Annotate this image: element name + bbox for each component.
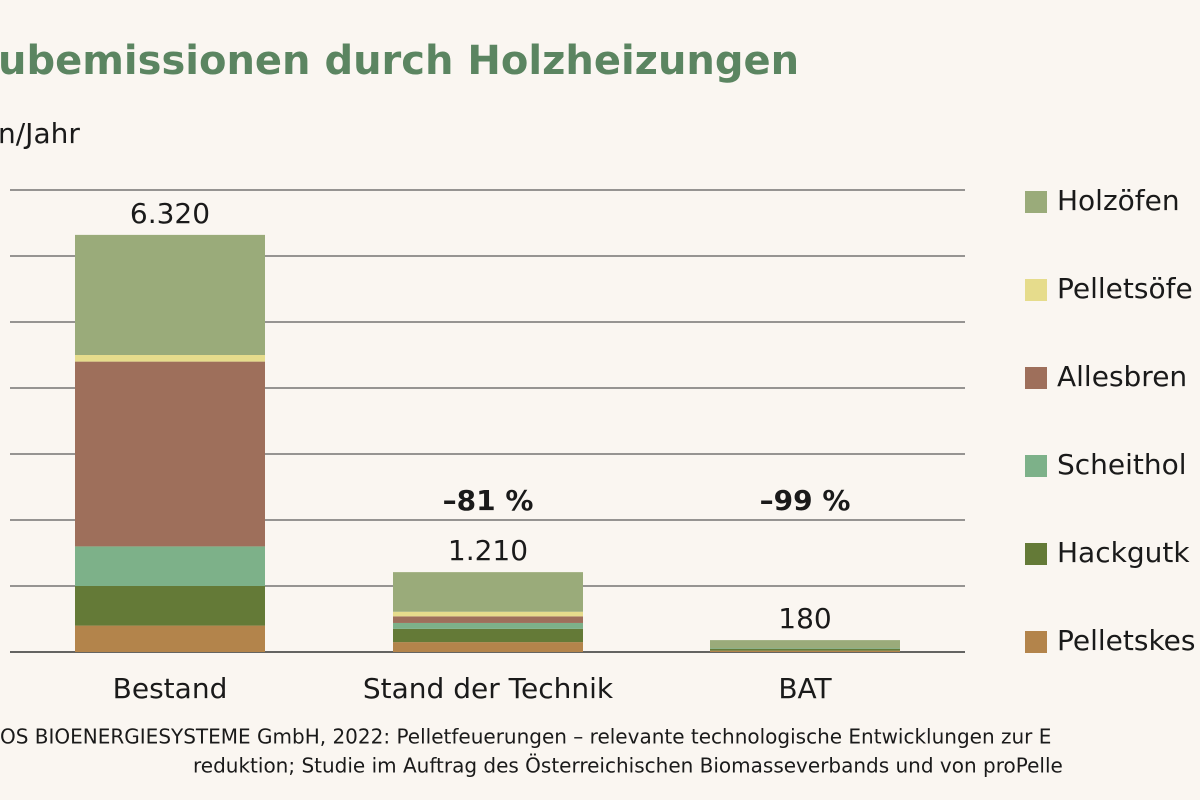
chart-title: ubemissionen durch Holzheizungen [0, 38, 799, 84]
total-label: 6.320 [130, 197, 210, 230]
total-label: 180 [778, 602, 831, 635]
bar-segment [710, 648, 900, 649]
bar-segment [393, 611, 583, 617]
x-tick-label: BAT [778, 672, 832, 705]
legend-label: Allesbren [1057, 360, 1187, 393]
total-label: 1.210 [448, 534, 528, 567]
change-label: –99 % [760, 484, 851, 517]
change-label: –81 % [443, 484, 534, 517]
x-tick-label: Stand der Technik [363, 672, 614, 705]
bar-segment [75, 361, 265, 547]
bar-segment [393, 616, 583, 623]
legend-label: Holzöfen [1057, 184, 1180, 217]
legend-label: Scheithol [1057, 448, 1187, 481]
bar-segment [393, 622, 583, 629]
bar-segment [710, 640, 900, 649]
bar-segment [710, 650, 900, 652]
legend-swatch [1025, 279, 1047, 301]
legend-swatch [1025, 631, 1047, 653]
y-axis-label: n/Jahr [0, 117, 80, 150]
bar-segment [75, 234, 265, 355]
source: OS BIOENERGIESYSTEME GmbH, 2022: Pelletf… [0, 725, 1051, 749]
source: reduktion; Studie im Auftrag des Österre… [193, 754, 1063, 778]
bar-segment [75, 586, 265, 626]
bar-segment [75, 546, 265, 586]
legend-label: Hackgutk [1057, 536, 1190, 569]
bar-segment [710, 648, 900, 651]
legend-label: Pelletskes [1057, 624, 1196, 657]
legend-label: Pelletsöfe [1057, 272, 1193, 305]
bar-segment [75, 355, 265, 362]
legend-swatch [1025, 367, 1047, 389]
bar-segment [393, 628, 583, 643]
bar-segment [393, 642, 583, 652]
x-tick-label: Bestand [113, 672, 228, 705]
legend-swatch [1025, 455, 1047, 477]
legend-swatch [1025, 191, 1047, 213]
legend-swatch [1025, 543, 1047, 565]
bar-segment [393, 572, 583, 612]
bar-segment [75, 625, 265, 652]
